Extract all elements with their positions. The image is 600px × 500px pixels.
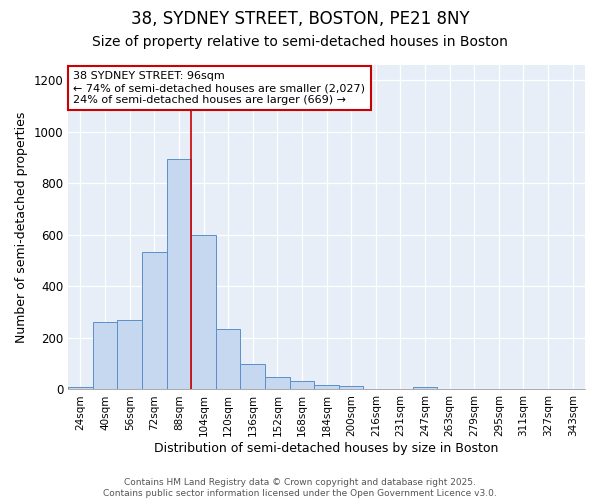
Text: Size of property relative to semi-detached houses in Boston: Size of property relative to semi-detach… xyxy=(92,35,508,49)
Bar xyxy=(216,329,241,390)
Bar xyxy=(290,381,314,390)
Bar xyxy=(93,322,118,390)
Bar xyxy=(413,388,437,390)
Bar xyxy=(265,377,290,390)
Bar xyxy=(118,320,142,390)
Bar xyxy=(241,364,265,390)
Bar xyxy=(339,386,364,390)
Bar xyxy=(191,235,216,390)
Bar xyxy=(68,387,93,390)
Bar xyxy=(167,159,191,390)
Text: Contains HM Land Registry data © Crown copyright and database right 2025.
Contai: Contains HM Land Registry data © Crown c… xyxy=(103,478,497,498)
Text: 38, SYDNEY STREET, BOSTON, PE21 8NY: 38, SYDNEY STREET, BOSTON, PE21 8NY xyxy=(131,10,469,28)
Text: 38 SYDNEY STREET: 96sqm
← 74% of semi-detached houses are smaller (2,027)
24% of: 38 SYDNEY STREET: 96sqm ← 74% of semi-de… xyxy=(73,72,365,104)
Bar xyxy=(142,252,167,390)
X-axis label: Distribution of semi-detached houses by size in Boston: Distribution of semi-detached houses by … xyxy=(154,442,499,455)
Bar xyxy=(314,385,339,390)
Y-axis label: Number of semi-detached properties: Number of semi-detached properties xyxy=(15,112,28,343)
